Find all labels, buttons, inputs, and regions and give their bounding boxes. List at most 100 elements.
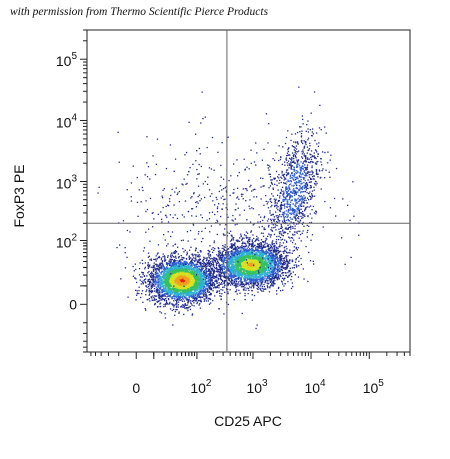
event-dot: [167, 268, 169, 270]
event-dot: [199, 300, 201, 302]
event-dot: [206, 272, 208, 274]
event-dot: [179, 293, 182, 295]
event-dot: [248, 284, 250, 286]
event-dot: [226, 259, 229, 262]
event-dot: [175, 269, 177, 271]
event-dot: [166, 264, 169, 266]
event-dot: [158, 255, 160, 258]
event-dot: [171, 272, 173, 274]
event-dot: [169, 295, 171, 297]
event-dot: [205, 294, 207, 296]
event-dot: [152, 279, 154, 281]
event-dot: [159, 281, 162, 283]
event-dot: [270, 261, 272, 263]
event-dot: [202, 274, 204, 276]
event-dot: [175, 267, 178, 269]
event-dot: [156, 273, 158, 275]
event-dot: [176, 279, 178, 281]
event-dot: [191, 265, 193, 267]
event-dot: [198, 289, 200, 291]
event-dot: [288, 251, 290, 254]
event-dot: [166, 271, 168, 273]
event-dot: [254, 276, 257, 278]
event-dot: [150, 282, 152, 284]
event-dot: [179, 284, 181, 287]
event-dot: [164, 268, 166, 270]
event-dot: [198, 304, 200, 306]
event-dot: [235, 279, 237, 281]
event-dot: [195, 272, 197, 274]
event-dot: [158, 275, 161, 277]
event-dot: [159, 311, 161, 313]
event-dot: [158, 291, 160, 294]
event-dot: [256, 245, 258, 248]
event-dot: [221, 270, 223, 272]
event-dot: [239, 284, 241, 287]
event-dot: [205, 260, 208, 262]
event-dot: [178, 311, 180, 313]
event-dot: [277, 263, 279, 266]
event-dot: [167, 276, 170, 278]
event-dot: [191, 294, 193, 296]
event-dot: [187, 301, 189, 303]
event-dot: [153, 283, 155, 286]
event-dot: [162, 285, 164, 287]
event-dot: [160, 290, 163, 292]
event-dot: [269, 287, 271, 289]
event-dot: [187, 290, 189, 292]
event-dot: [132, 265, 134, 268]
event-dot: [190, 276, 192, 278]
event-dot: [259, 254, 261, 256]
event-dot: [231, 274, 233, 276]
event-dot: [167, 291, 170, 293]
event-dot: [227, 275, 229, 278]
event-dot: [171, 267, 174, 269]
event-dot: [198, 300, 200, 302]
event-dot: [192, 281, 194, 283]
event-dot: [182, 298, 185, 300]
event-dot: [148, 282, 151, 284]
event-dot: [260, 289, 262, 291]
event-dot: [175, 309, 177, 311]
event-dot: [194, 282, 196, 284]
event-dot: [194, 266, 196, 268]
event-dot: [196, 286, 198, 289]
event-dot: [150, 276, 152, 278]
event-dot: [188, 281, 191, 283]
event-dot: [238, 267, 240, 269]
event-dot: [170, 296, 173, 298]
event-dot: [183, 273, 185, 276]
event-dot: [171, 259, 173, 261]
event-dot: [199, 282, 201, 284]
event-dot: [199, 278, 201, 280]
event-dot: [174, 277, 176, 279]
event-dot: [154, 271, 157, 273]
event-dot: [260, 278, 262, 280]
event-dot: [175, 272, 177, 275]
event-dot: [184, 261, 186, 263]
event-dot: [172, 324, 174, 326]
event-dot: [167, 290, 169, 292]
event-dot: [217, 279, 219, 281]
event-dot: [165, 287, 167, 289]
event-dot: [195, 292, 198, 294]
event-dot: [200, 279, 202, 281]
event-dot: [260, 242, 262, 244]
event-dot: [192, 276, 194, 279]
event-dot: [181, 284, 184, 286]
event-dot: [175, 289, 177, 291]
event-dot: [188, 286, 190, 288]
event-dot: [206, 261, 208, 264]
event-dot: [233, 275, 235, 277]
event-dot: [178, 255, 180, 258]
event-dot: [207, 249, 209, 252]
event-dot: [150, 271, 153, 273]
event-dot: [202, 295, 205, 297]
event-dot: [175, 287, 177, 290]
event-dot: [198, 273, 201, 275]
event-dot: [185, 287, 187, 289]
event-dot: [218, 285, 220, 287]
event-dot: [169, 272, 171, 274]
event-dot: [182, 268, 184, 270]
event-dot: [188, 276, 191, 278]
